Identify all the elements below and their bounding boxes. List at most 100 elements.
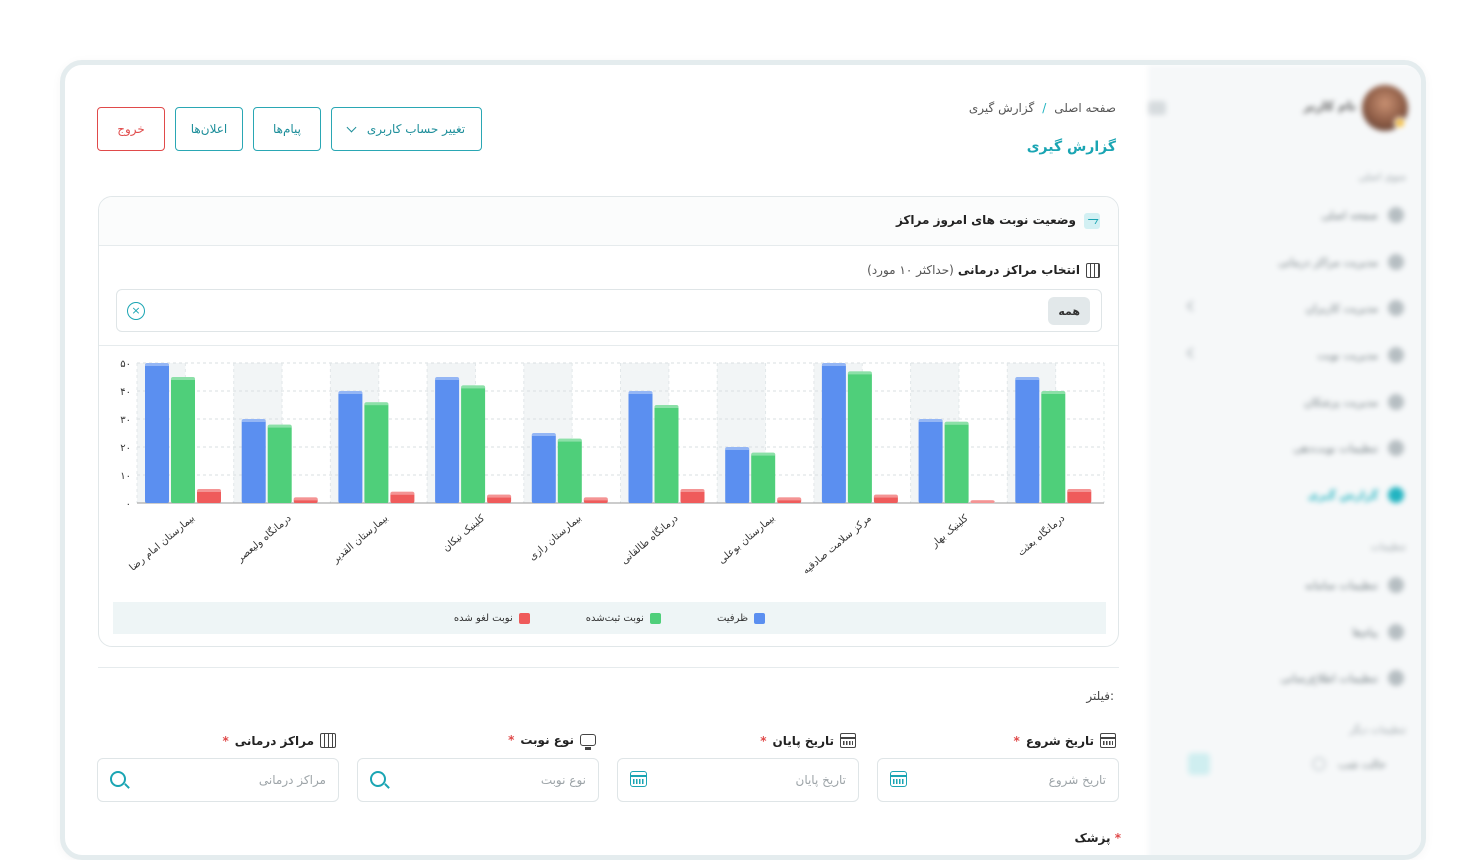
- x-tick-label: درمانگاه ولیعصر: [234, 512, 294, 565]
- x-tick-label: مرکز سلامت صادقیه: [801, 513, 874, 577]
- select-label-text: انتخاب مراکز درمانی: [957, 263, 1080, 277]
- bar-highlight: [1067, 489, 1092, 492]
- clear-icon[interactable]: ×: [127, 302, 145, 320]
- section-divider: [98, 667, 1119, 668]
- sidebar-item-doctors[interactable]: مدیریت پزشکان: [1184, 392, 1404, 412]
- sidebar-collapse-button[interactable]: [1148, 101, 1166, 115]
- bar-highlight: [531, 433, 556, 436]
- bar-highlight: [654, 405, 679, 408]
- bar: [944, 421, 969, 503]
- sidebar-item-notify-settings[interactable]: تنظیمات اطلاع‌رسانی: [1184, 668, 1404, 688]
- centers-label: مراکز درمانی *: [222, 733, 336, 748]
- sidebar-item-messages[interactable]: پیام‌ها: [1184, 622, 1404, 642]
- bar-highlight: [725, 447, 750, 450]
- select-label: انتخاب مراکز درمانی (حداکثر ۱۰ مورد): [867, 263, 1080, 277]
- bar-highlight: [680, 489, 705, 492]
- hospital-icon: [1388, 254, 1404, 270]
- night-mode-label: حالت شب: [1338, 757, 1386, 771]
- y-tick-label: ۴۰: [120, 387, 131, 398]
- breadcrumb-home[interactable]: صفحه اصلی: [1054, 101, 1116, 115]
- bar-highlight: [267, 424, 292, 428]
- legend-item-cancelled[interactable]: نوبت لغو شده: [454, 612, 530, 624]
- sidebar-item-users[interactable]: مدیریت کاربران: [1184, 298, 1404, 318]
- bar: [725, 447, 750, 503]
- message-icon: [1388, 624, 1404, 640]
- theme-toggle[interactable]: [1188, 753, 1211, 775]
- search-icon[interactable]: [370, 771, 386, 787]
- start-date-input[interactable]: [877, 758, 1119, 802]
- y-tick-label: ۲۰: [120, 443, 131, 454]
- bar: [777, 497, 802, 503]
- bar-highlight: [1015, 377, 1040, 380]
- sidebar-item-booking-settings[interactable]: تنظیمات نوبت‌دهی: [1184, 438, 1404, 458]
- bar-highlight: [1041, 391, 1066, 394]
- bar: [873, 494, 898, 503]
- legend-item-booked[interactable]: نوبت ثبت‌شده: [586, 612, 661, 624]
- sidebar-item-appointments[interactable]: مدیریت نوبت: [1184, 345, 1404, 365]
- bar-highlight: [847, 371, 872, 375]
- legend-item-capacity[interactable]: ظرفیت: [717, 612, 766, 624]
- sidebar-item-reports[interactable]: گزارش گیری: [1184, 485, 1404, 505]
- x-tick-label: بیمارستان امام رضا: [128, 513, 197, 574]
- notifications-button[interactable]: اعلان‌ها: [175, 107, 243, 151]
- bar: [171, 377, 195, 503]
- appointment-type-input[interactable]: [357, 758, 599, 802]
- bar-highlight: [293, 497, 318, 501]
- chart-icon: [1388, 487, 1404, 503]
- bar: [338, 391, 363, 503]
- bar: [654, 405, 679, 503]
- gear-icon: [1388, 577, 1404, 593]
- bar: [918, 419, 943, 503]
- sidebar-item-centers[interactable]: مدیریت مراکز درمانی: [1184, 252, 1404, 272]
- bar-highlight: [145, 363, 169, 366]
- bar: [1041, 391, 1066, 503]
- y-tick-label: ۱۰: [120, 471, 131, 482]
- sidebar-footer: حالت شب: [1166, 753, 1386, 775]
- sidebar-section-title: تنظیمات دیگر: [1349, 725, 1406, 736]
- calendar-icon[interactable]: [890, 771, 907, 787]
- bar-highlight: [364, 402, 389, 406]
- breadcrumb-separator: /: [1042, 101, 1047, 115]
- bar-highlight: [970, 500, 995, 504]
- logout-button[interactable]: خروج: [97, 107, 165, 151]
- centers-input[interactable]: [97, 758, 339, 802]
- chevron-icon: [1186, 347, 1198, 359]
- calendar-icon[interactable]: [630, 771, 647, 787]
- x-tick-label: درمانگاه طالقانی: [619, 512, 681, 567]
- sidebar-section-title: منوی اصلی: [1358, 172, 1406, 183]
- switch-account-button[interactable]: تغییر حساب کاربری: [331, 107, 482, 151]
- chevron-icon: [1186, 300, 1198, 312]
- bar: [145, 363, 169, 503]
- status-dot: [1394, 117, 1406, 129]
- bar: [847, 371, 872, 503]
- sidebar-section-title: تنظیمات: [1370, 542, 1406, 553]
- moon-icon[interactable]: [1312, 757, 1327, 771]
- breadcrumb-current: گزارش گیری: [968, 101, 1035, 115]
- search-icon[interactable]: [110, 771, 126, 787]
- end-date-input[interactable]: [617, 758, 859, 802]
- x-tick-label: کلینیک نیکان: [441, 513, 487, 554]
- selected-chip[interactable]: همه: [1048, 297, 1090, 325]
- bar: [390, 491, 415, 503]
- bar-highlight: [777, 497, 802, 501]
- users-icon: [1388, 300, 1404, 316]
- start-date-label: تاریخ شروع *: [1014, 733, 1116, 748]
- chart-card: وضعیت نوبت های امروز مراکز انتخاب مراکز …: [98, 196, 1119, 647]
- x-tick-label: بیمارستان القدیر: [330, 513, 391, 566]
- y-tick-label: ۵۰: [120, 359, 131, 370]
- bar: [293, 497, 318, 503]
- bar: [241, 419, 266, 503]
- bar-highlight: [583, 497, 608, 501]
- messages-button[interactable]: پیام‌ها: [253, 107, 321, 151]
- sidebar-item-system-settings[interactable]: تنظیمات سامانه: [1184, 575, 1404, 595]
- legend-swatch: [649, 612, 661, 624]
- chevron-down-icon: [346, 122, 357, 132]
- bar-highlight: [390, 491, 415, 495]
- bar: [821, 363, 846, 503]
- bar-highlight: [821, 363, 846, 366]
- bar: [487, 494, 512, 503]
- sidebar-item-home[interactable]: صفحه اصلی: [1184, 205, 1404, 225]
- calendar-icon: [1388, 347, 1404, 363]
- bar: [364, 402, 389, 503]
- centers-multiselect[interactable]: همه ×: [116, 289, 1102, 332]
